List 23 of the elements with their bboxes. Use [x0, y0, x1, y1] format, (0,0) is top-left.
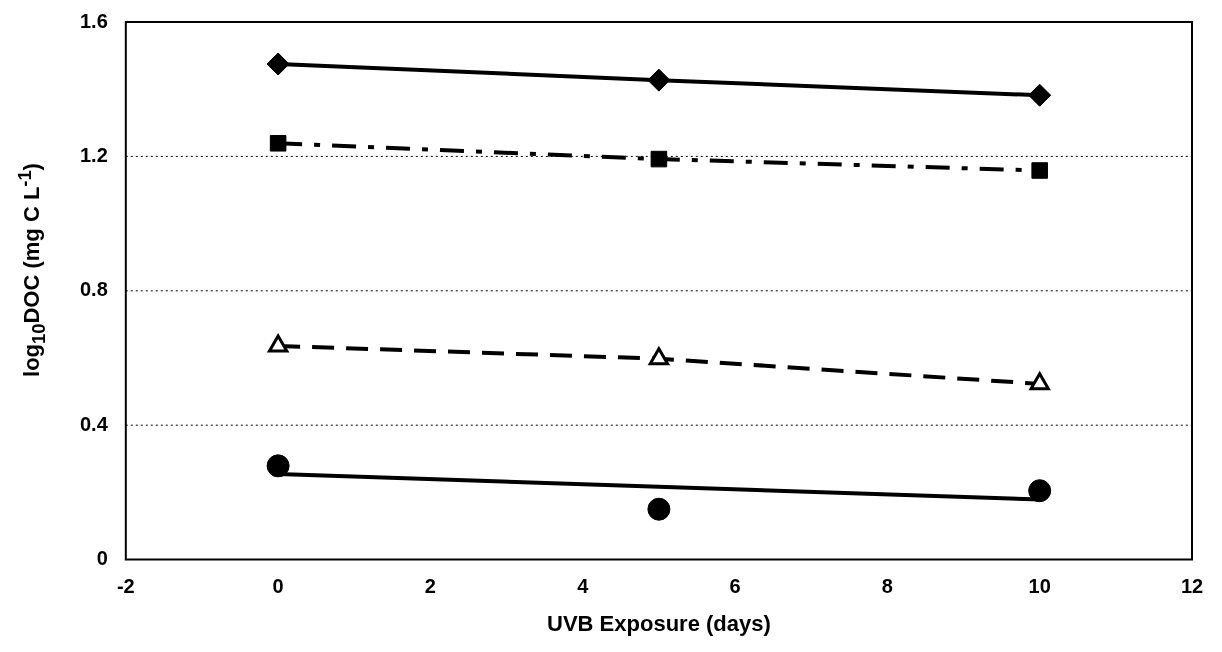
point	[650, 150, 668, 168]
point	[1031, 162, 1048, 179]
x-tick-label: 2	[424, 575, 436, 598]
point	[1028, 479, 1052, 503]
x-tick-label: 12	[1180, 575, 1204, 598]
point	[1028, 83, 1052, 107]
x-tick-label: 0	[272, 575, 284, 598]
y-tick-label: 1.2	[79, 143, 108, 166]
point	[269, 135, 287, 152]
y-tick-label: 0.4	[79, 412, 109, 435]
y-tick-label: 1.6	[79, 9, 108, 32]
x-tick-label: 4	[577, 575, 590, 598]
point	[266, 52, 290, 76]
point	[647, 497, 671, 521]
y-tick-label: 0.8	[79, 278, 108, 301]
x-axis-title: UVB Exposure (days)	[547, 610, 771, 636]
point	[647, 68, 671, 92]
x-tick-label: 10	[1028, 575, 1051, 598]
y-tick-label: 0	[96, 547, 108, 570]
x-tick-label: 6	[729, 575, 741, 598]
x-tick-label: -2	[116, 575, 135, 598]
x-tick-label: 8	[881, 575, 893, 598]
point	[266, 454, 290, 478]
